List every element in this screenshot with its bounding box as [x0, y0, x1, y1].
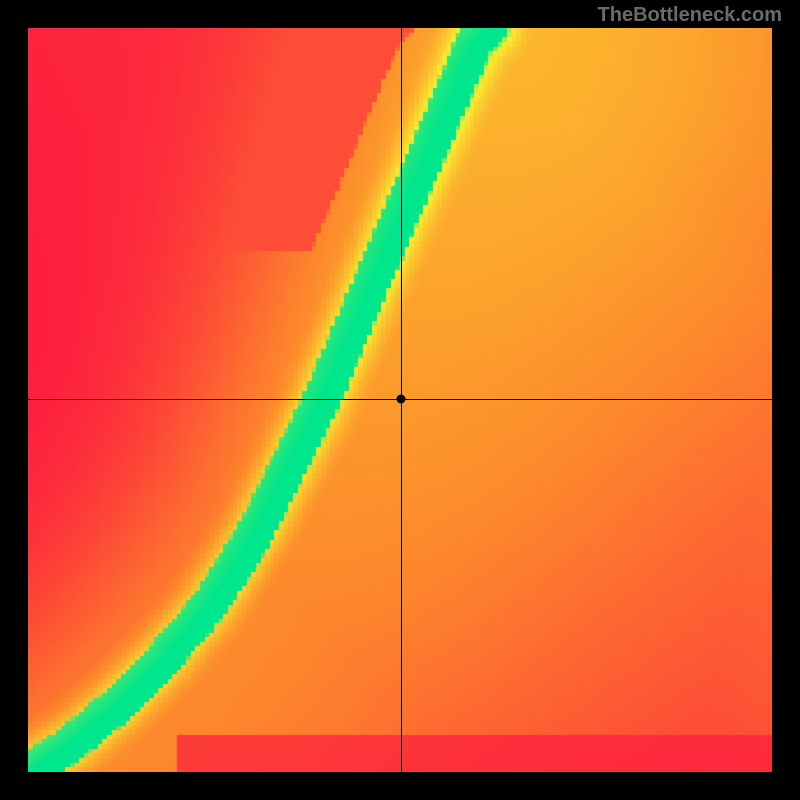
watermark-text: TheBottleneck.com	[598, 4, 782, 27]
center-marker	[397, 394, 406, 403]
heatmap-plot	[28, 28, 772, 772]
